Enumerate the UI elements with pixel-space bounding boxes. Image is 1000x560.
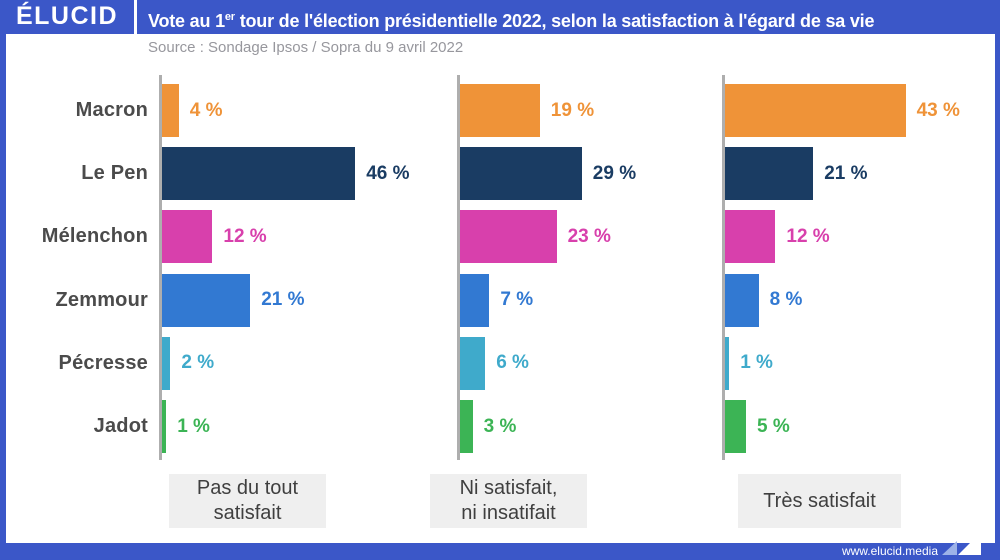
value-label: 1 % [177, 415, 210, 437]
satisfaction-label-line: Très satisfait [763, 489, 876, 512]
bar [460, 147, 582, 201]
value-label: 6 % [496, 352, 529, 374]
value-label: 8 % [769, 289, 803, 311]
candidate-label: Macron [75, 99, 148, 121]
left-border [0, 0, 6, 560]
elucid-logo: ÉLUCID [15, 2, 119, 30]
satisfaction-label: Ni satisfait, ni insatifait [430, 474, 587, 528]
bar [460, 84, 540, 137]
value-label: 12 % [786, 225, 830, 247]
satisfaction-label-line: Ni satisfait, [459, 477, 558, 499]
value-label: 5 % [757, 415, 790, 437]
candidate-label: Jadot [93, 415, 148, 437]
title-superscript: er [224, 11, 235, 23]
value-label: 46 % [366, 162, 410, 184]
satisfaction-label: Très satisfait [738, 474, 901, 528]
header-separator [134, 0, 137, 34]
value-label: 1 % [740, 352, 773, 374]
right-border [995, 0, 1000, 560]
title-suffix: tour de l'élection présidentielle 2022, … [234, 11, 875, 31]
bar [162, 210, 213, 264]
candidate-label: Le Pen [81, 162, 148, 185]
bar [162, 84, 179, 137]
value-label: 21 % [261, 289, 305, 311]
value-label: 2 % [181, 352, 215, 374]
bar [460, 210, 557, 264]
axis-line [722, 75, 725, 460]
value-label: 23 % [567, 225, 611, 247]
footer-bar: www.elucid.media [0, 543, 1000, 560]
elucid-arrow-icon [942, 532, 981, 555]
bar [725, 400, 746, 453]
bar [460, 273, 490, 327]
value-label: 7 % [500, 289, 534, 311]
chart-title: Vote au 1er tour de l'élection président… [148, 0, 874, 34]
value-label: 3 % [483, 415, 517, 437]
bar [725, 147, 814, 201]
value-label: 12 % [223, 225, 267, 247]
axis-line [159, 75, 162, 460]
axis-line [457, 75, 460, 460]
footer-url: www.elucid.media [841, 544, 938, 558]
value-label: 29 % [592, 162, 637, 184]
bar [460, 400, 473, 453]
bar [162, 400, 167, 453]
value-label: 4 % [189, 99, 223, 121]
bar [725, 273, 759, 327]
bar [460, 336, 486, 390]
bar [162, 273, 251, 327]
header-bar: ÉLUCID Vote au 1er tour de l'élection pr… [0, 0, 1000, 34]
value-label: 43 % [916, 99, 960, 121]
bar [162, 336, 171, 390]
satisfaction-label: Pas du tout satisfait [169, 474, 326, 528]
value-label: 19 % [550, 99, 595, 121]
bar [725, 210, 776, 264]
value-label: 21 % [824, 162, 868, 184]
bar [162, 147, 356, 201]
bar [725, 84, 906, 137]
candidate-label: Zemmour [55, 288, 148, 311]
candidate-label: Pécresse [58, 351, 148, 374]
satisfaction-label-line: satisfait [213, 502, 282, 524]
title-prefix: Vote au 1 [148, 11, 225, 31]
bar [725, 336, 730, 390]
satisfaction-label-line: ni insatifait [461, 502, 556, 524]
satisfaction-label-line: Pas du tout [196, 477, 299, 499]
candidate-label: Mélenchon [41, 225, 148, 248]
source-line: Source : Sondage Ipsos / Sopra du 9 avri… [148, 39, 464, 56]
